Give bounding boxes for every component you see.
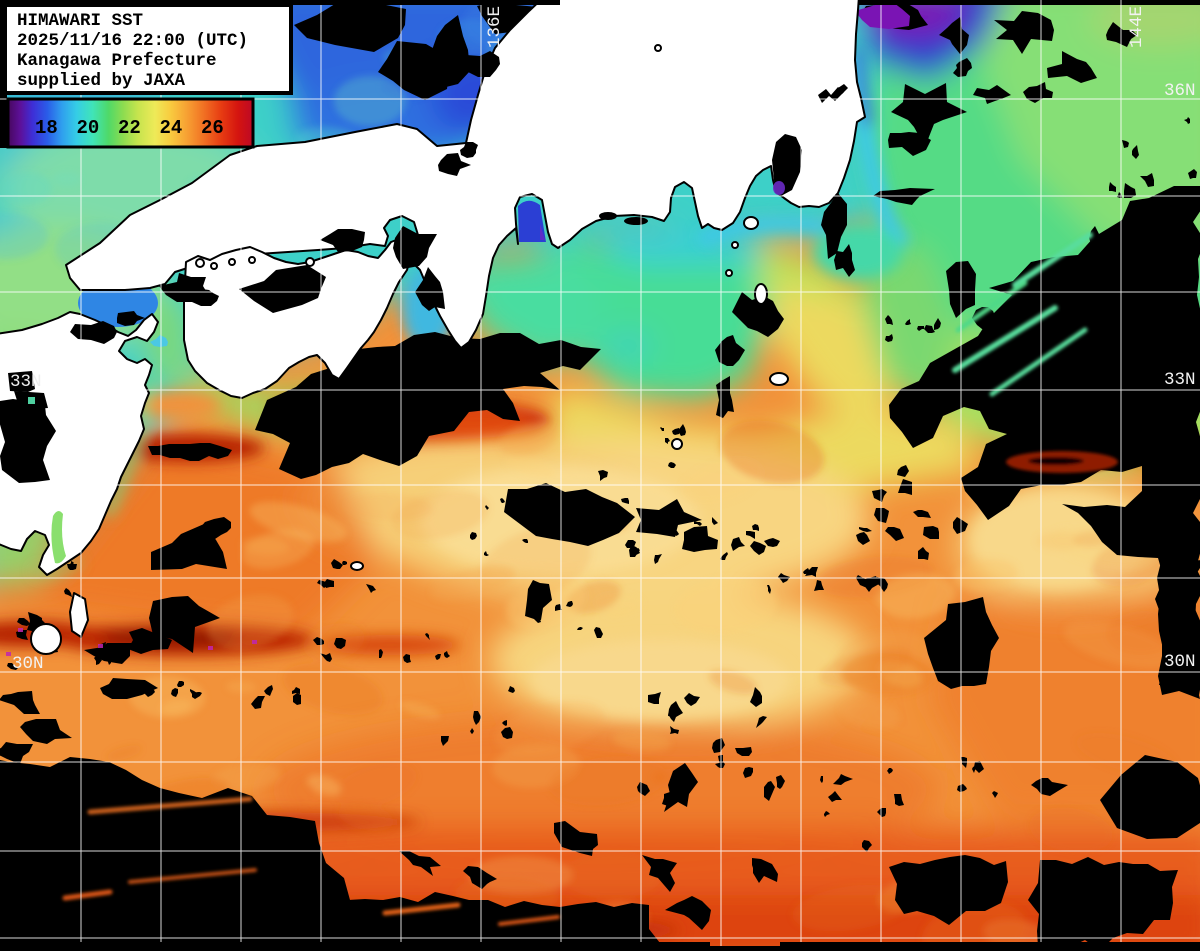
svg-text:HIMAWARI SST: HIMAWARI SST: [17, 11, 143, 31]
svg-text:144E: 144E: [1127, 6, 1147, 48]
svg-text:33N: 33N: [1164, 370, 1196, 390]
svg-text:136E: 136E: [485, 6, 505, 48]
svg-text:20: 20: [77, 117, 100, 139]
svg-text:24: 24: [160, 117, 183, 139]
svg-text:supplied by JAXA: supplied by JAXA: [17, 71, 186, 91]
svg-text:2025/11/16 22:00 (UTC): 2025/11/16 22:00 (UTC): [17, 31, 248, 51]
svg-text:33N: 33N: [10, 372, 42, 392]
svg-text:Kanagawa Prefecture: Kanagawa Prefecture: [17, 51, 217, 71]
svg-text:36N: 36N: [1164, 81, 1196, 101]
svg-text:26: 26: [201, 117, 224, 139]
svg-text:22: 22: [118, 117, 141, 139]
svg-text:30N: 30N: [1164, 652, 1196, 672]
svg-text:30N: 30N: [12, 654, 44, 674]
svg-text:18: 18: [35, 117, 58, 139]
